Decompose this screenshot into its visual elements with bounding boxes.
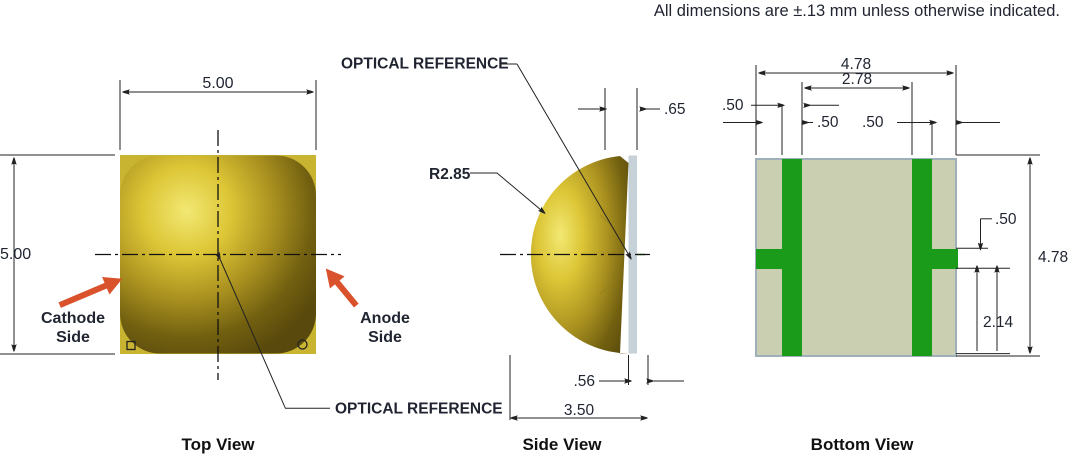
svg-text:Bottom View: Bottom View: [811, 435, 914, 454]
svg-text:.65: .65: [664, 101, 686, 118]
svg-text:Side: Side: [368, 329, 402, 346]
svg-text:Top View: Top View: [181, 435, 255, 454]
svg-text:Cathode: Cathode: [41, 310, 105, 327]
svg-text:.50: .50: [817, 114, 839, 131]
svg-text:Anode: Anode: [360, 310, 410, 327]
svg-text:.56: .56: [573, 373, 595, 390]
svg-text:2.78: 2.78: [842, 71, 872, 88]
svg-text:.50: .50: [862, 114, 884, 131]
svg-text:5.00: 5.00: [0, 246, 31, 263]
svg-text:4.78: 4.78: [1038, 249, 1068, 266]
svg-text:2.14: 2.14: [983, 314, 1014, 331]
svg-text:Side View: Side View: [522, 435, 602, 454]
svg-text:3.50: 3.50: [564, 402, 595, 419]
svg-text:OPTICAL REFERENCE: OPTICAL REFERENCE: [335, 401, 503, 418]
svg-text:.50: .50: [722, 97, 744, 114]
svg-text:OPTICAL REFERENCE: OPTICAL REFERENCE: [341, 56, 509, 73]
svg-text:All dimensions are ±.13 mm unl: All dimensions are ±.13 mm unless otherw…: [654, 2, 1060, 20]
svg-text:Side: Side: [56, 329, 90, 346]
svg-text:5.00: 5.00: [202, 75, 233, 92]
svg-text:R2.85: R2.85: [429, 166, 471, 183]
svg-text:.50: .50: [995, 211, 1017, 228]
